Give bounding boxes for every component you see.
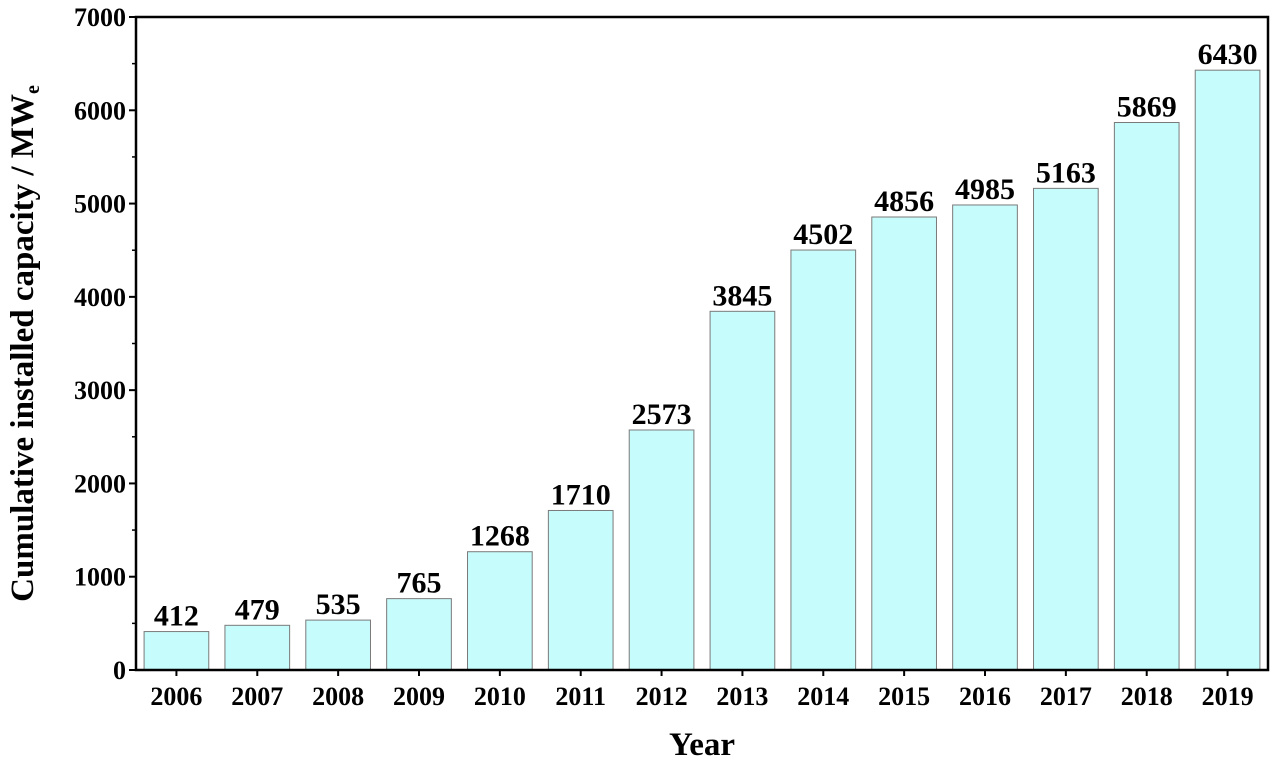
x-tick-label-2014: 2014: [797, 682, 849, 711]
plot-frame: [134, 15, 1270, 672]
data-label-2015: 4856: [874, 185, 934, 218]
y-ticks-group: 0 1000 2000 3000 4000 5000 6000 7000: [74, 3, 136, 685]
bar-2011: [547, 509, 614, 671]
data-label-2011: 1710: [551, 478, 611, 511]
data-label-2017: 5163: [1036, 156, 1096, 189]
bar-2008: [305, 619, 371, 671]
bar-2007: [224, 624, 291, 671]
data-label-2013: 3845: [712, 279, 772, 312]
x-tick-label-2017: 2017: [1040, 682, 1092, 711]
y-axis-title: Cumulative installed capacity / MWe: [5, 85, 44, 602]
x-tick-label-2018: 2018: [1121, 682, 1173, 711]
bar-2013: [709, 310, 776, 671]
data-label-2009: 765: [397, 567, 442, 600]
x-tick-label-2010: 2010: [474, 682, 526, 711]
bar-2010: [467, 551, 533, 671]
x-tick-label-2012: 2012: [636, 682, 688, 711]
x-tick-label-2011: 2011: [555, 682, 606, 711]
bar-2009: [386, 598, 452, 671]
data-label-2012: 2573: [632, 398, 692, 431]
y-axis-title-subscript: e: [22, 85, 44, 94]
bar-2014: [790, 249, 857, 671]
x-ticks-group: 2006 2007 2008 2009 2010 2011 2012 2013 2014 2015…: [150, 670, 1254, 711]
bar-2017: [1033, 187, 1099, 671]
x-tick-label-2015: 2015: [878, 682, 930, 711]
x-tick-label-2007: 2007: [231, 682, 283, 711]
bar-2016: [952, 204, 1018, 671]
x-tick-label-2006: 2006: [150, 682, 202, 711]
bar-2015: [871, 216, 937, 671]
data-label-2010: 1268: [470, 520, 530, 553]
y-tick-label-5000: 5000: [74, 190, 126, 219]
data-labels-group: 412 479 535 765 1268 1710 2573 3845 4502 4856 4985…: [154, 38, 1258, 632]
y-tick-label-7000: 7000: [74, 3, 126, 32]
data-label-2008: 535: [316, 588, 361, 621]
data-label-2014: 4502: [793, 218, 853, 251]
x-tick-label-2013: 2013: [716, 682, 768, 711]
bars-group: [143, 69, 1261, 671]
y-tick-label-2000: 2000: [74, 469, 126, 498]
data-label-2016: 4985: [955, 173, 1015, 206]
y-tick-label-3000: 3000: [74, 376, 126, 405]
data-label-2007: 479: [235, 593, 280, 626]
bar-2018: [1113, 122, 1180, 671]
y-tick-label-1000: 1000: [74, 563, 126, 592]
y-axis-title-main: Cumulative installed capacity / MW: [5, 94, 41, 602]
y-tick-label-6000: 6000: [74, 96, 126, 125]
x-tick-label-2008: 2008: [312, 682, 364, 711]
x-tick-label-2019: 2019: [1202, 682, 1254, 711]
data-label-2018: 5869: [1117, 91, 1177, 124]
bar-2019: [1194, 69, 1261, 671]
x-tick-label-2016: 2016: [959, 682, 1011, 711]
x-axis-title: Year: [669, 727, 735, 762]
bar-2012: [628, 429, 695, 671]
y-tick-label-0: 0: [113, 656, 126, 685]
x-tick-label-2009: 2009: [393, 682, 445, 711]
data-label-2006: 412: [154, 600, 199, 633]
bar-2006: [143, 631, 210, 671]
data-label-2019: 6430: [1198, 38, 1258, 71]
y-tick-label-4000: 4000: [74, 283, 126, 312]
